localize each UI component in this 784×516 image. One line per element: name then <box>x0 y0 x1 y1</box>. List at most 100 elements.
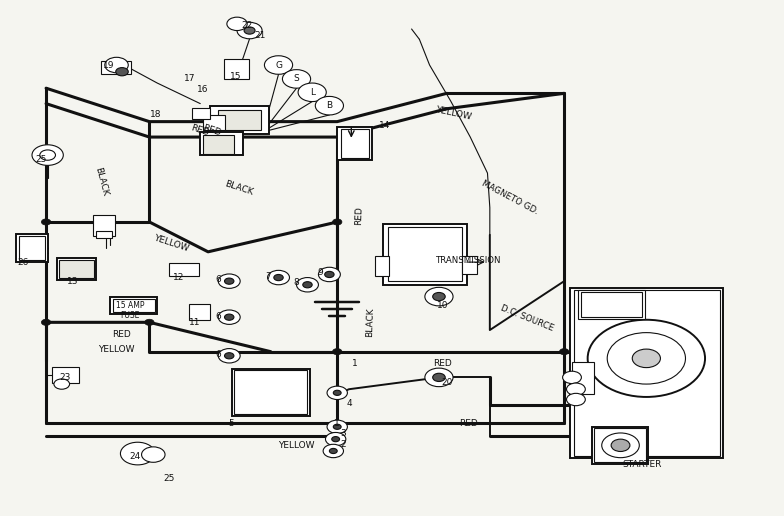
Bar <box>52 367 79 382</box>
Circle shape <box>425 287 453 306</box>
Bar <box>582 293 641 317</box>
Text: RED: RED <box>434 359 452 368</box>
Text: 10: 10 <box>437 301 448 310</box>
Circle shape <box>325 271 334 278</box>
Bar <box>463 256 477 275</box>
Bar <box>188 304 210 320</box>
Text: RED: RED <box>113 330 132 338</box>
Text: B: B <box>326 101 332 110</box>
Text: 25: 25 <box>163 474 175 483</box>
Circle shape <box>296 278 318 292</box>
Text: 7: 7 <box>266 271 271 281</box>
Text: 17: 17 <box>184 74 196 84</box>
Text: 12: 12 <box>173 273 185 282</box>
Circle shape <box>327 386 347 399</box>
Circle shape <box>327 420 347 433</box>
Circle shape <box>237 22 262 39</box>
Circle shape <box>145 319 154 326</box>
Circle shape <box>40 150 56 160</box>
Text: 11: 11 <box>189 318 201 327</box>
Text: 14: 14 <box>379 121 390 130</box>
Text: 25: 25 <box>36 155 47 164</box>
Text: 26: 26 <box>17 257 28 267</box>
Circle shape <box>116 68 129 76</box>
Bar <box>192 108 209 119</box>
Bar <box>169 263 198 276</box>
Bar <box>388 227 463 281</box>
Circle shape <box>142 447 165 462</box>
Text: 4: 4 <box>347 399 352 408</box>
Circle shape <box>274 275 283 281</box>
Circle shape <box>218 349 240 363</box>
Bar <box>231 368 310 416</box>
Text: 9: 9 <box>317 268 323 277</box>
Text: STARTER: STARTER <box>622 460 662 470</box>
Bar <box>571 288 723 458</box>
Circle shape <box>329 448 337 454</box>
Circle shape <box>567 393 586 406</box>
Text: MAGNETO GD.: MAGNETO GD. <box>480 179 539 216</box>
Bar <box>341 130 368 158</box>
Text: RED: RED <box>190 123 211 138</box>
Bar <box>60 260 94 278</box>
Text: 6: 6 <box>216 275 221 284</box>
Text: 6: 6 <box>216 312 221 320</box>
Circle shape <box>105 57 129 73</box>
Text: 15: 15 <box>230 72 241 82</box>
Bar <box>57 258 96 280</box>
Text: 22: 22 <box>241 21 253 30</box>
Text: 19: 19 <box>103 60 114 70</box>
Circle shape <box>315 96 343 115</box>
Text: 15 AMP
FUSE: 15 AMP FUSE <box>115 301 144 320</box>
Circle shape <box>560 349 569 354</box>
Circle shape <box>298 83 326 102</box>
Text: YELLOW: YELLOW <box>98 345 135 354</box>
Text: 1: 1 <box>334 419 340 428</box>
Text: BLACK: BLACK <box>365 308 375 337</box>
Circle shape <box>333 424 341 429</box>
Text: 5: 5 <box>229 419 234 428</box>
Circle shape <box>318 267 340 282</box>
Circle shape <box>332 349 342 354</box>
Bar <box>234 370 307 414</box>
Text: 6: 6 <box>216 350 221 359</box>
Text: YELLOW: YELLOW <box>278 441 314 450</box>
Bar <box>572 362 594 394</box>
Circle shape <box>332 437 339 442</box>
Circle shape <box>588 320 705 397</box>
Circle shape <box>608 333 685 384</box>
Circle shape <box>264 56 292 74</box>
Circle shape <box>282 70 310 88</box>
Circle shape <box>325 432 346 446</box>
Circle shape <box>433 293 445 301</box>
Circle shape <box>303 282 312 288</box>
Text: YELLOW: YELLOW <box>153 234 190 253</box>
Circle shape <box>224 314 234 320</box>
Circle shape <box>224 278 234 284</box>
Bar <box>218 110 261 131</box>
Bar <box>111 297 158 314</box>
Text: 21: 21 <box>255 31 267 40</box>
Circle shape <box>227 17 247 30</box>
Circle shape <box>632 349 660 367</box>
Text: TRANSMISSION: TRANSMISSION <box>436 256 502 265</box>
Text: BLACK: BLACK <box>93 167 109 197</box>
Circle shape <box>42 319 51 326</box>
Text: YELLOW: YELLOW <box>434 105 472 121</box>
Circle shape <box>267 270 289 285</box>
Text: RED: RED <box>201 123 223 138</box>
Text: RED: RED <box>354 206 364 225</box>
Text: RED: RED <box>459 419 478 428</box>
Circle shape <box>612 439 630 452</box>
Circle shape <box>567 383 586 395</box>
Text: 20: 20 <box>441 378 452 387</box>
Bar <box>594 428 645 462</box>
Text: 2: 2 <box>340 440 346 449</box>
Bar <box>383 224 467 285</box>
Bar <box>202 115 224 131</box>
Circle shape <box>323 444 343 458</box>
Circle shape <box>32 145 64 165</box>
Text: 3: 3 <box>339 429 346 439</box>
Circle shape <box>218 274 240 288</box>
Text: 1: 1 <box>351 359 358 368</box>
